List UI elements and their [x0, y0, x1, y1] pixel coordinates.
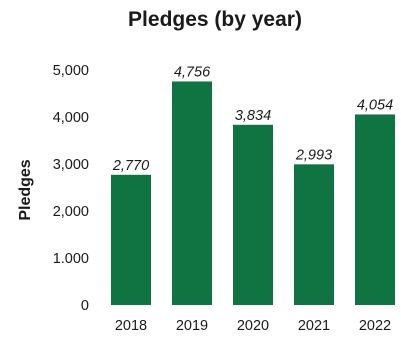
y-tick-label: 3,000: [53, 157, 89, 173]
y-tick-label: 0: [81, 298, 89, 314]
bar-2020: [233, 124, 273, 305]
bar-2018: [111, 174, 151, 305]
x-tick-label-2020: 2020: [237, 318, 269, 334]
x-tick-label-2019: 2019: [176, 318, 208, 334]
data-labels-group: 2,770 4,756 3,834 2,993 4,054: [112, 64, 393, 173]
bar-2022: [355, 114, 395, 305]
data-label-2018: 2,770: [112, 158, 149, 174]
y-tick-label: 2,000: [53, 204, 89, 220]
y-tick-label: 4,000: [53, 110, 89, 126]
chart-title: Pledges (by year): [128, 8, 302, 31]
x-tick-label-2018: 2018: [115, 318, 147, 334]
data-label-2020: 3,834: [235, 108, 271, 124]
x-tick-label-2022: 2022: [359, 318, 391, 334]
data-label-2021: 2,993: [295, 147, 332, 163]
data-label-2019: 4,756: [174, 64, 211, 80]
y-tick-label: 5,000: [53, 63, 89, 79]
bar-2019: [172, 81, 212, 305]
data-label-2022: 4,054: [357, 97, 393, 113]
bar-2021: [294, 164, 334, 305]
x-tick-label-2021: 2021: [298, 318, 330, 334]
y-axis-ticks: 0 1.000 2,000 3,000 4,000 5,000: [53, 63, 89, 314]
bars-group: [111, 81, 395, 305]
x-axis-ticks: 2018 2019 2020 2021 2022: [115, 318, 391, 334]
y-axis-title: Pledges: [17, 159, 34, 220]
y-tick-label: 1.000: [53, 251, 89, 267]
